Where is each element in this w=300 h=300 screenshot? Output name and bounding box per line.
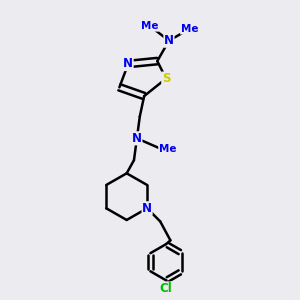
Text: N: N	[132, 132, 142, 145]
Text: Cl: Cl	[160, 282, 172, 295]
Text: Me: Me	[159, 143, 176, 154]
Text: Me: Me	[181, 24, 198, 34]
Text: Me: Me	[141, 21, 159, 31]
Text: N: N	[164, 34, 174, 47]
Text: S: S	[162, 72, 170, 85]
Text: N: N	[142, 202, 152, 215]
Text: N: N	[123, 58, 133, 70]
